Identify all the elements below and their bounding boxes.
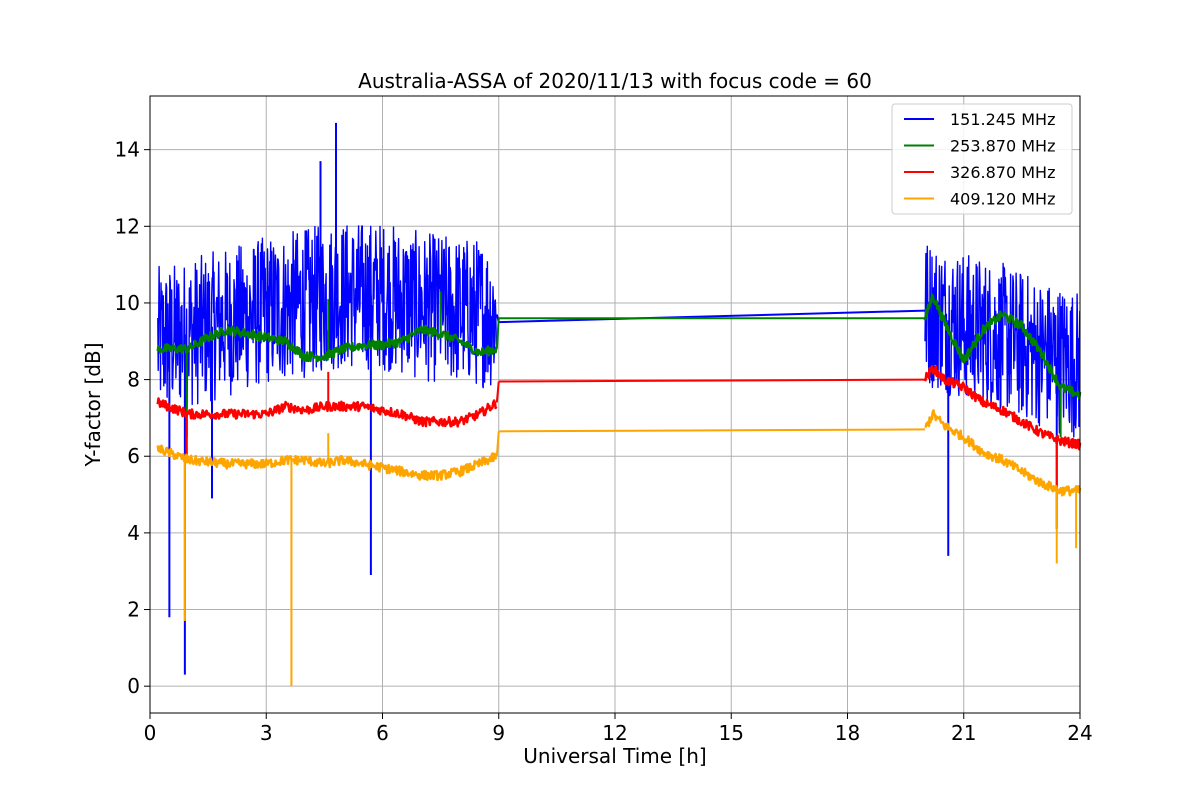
legend-label: 409.120 MHz: [950, 190, 1055, 209]
y-tick-label: 0: [127, 674, 140, 698]
y-tick-label: 4: [127, 521, 140, 545]
series-line: [156, 365, 1082, 451]
series-gap-line: [498, 428, 926, 433]
series-layer: [156, 122, 1082, 687]
series-326-870-MHz: [156, 365, 1082, 487]
x-tick-label: 15: [719, 721, 744, 745]
series-253-870-MHz: [156, 291, 1082, 438]
x-tick-label: 12: [602, 721, 627, 745]
legend-box: [891, 103, 1073, 215]
y-tick-label: 10: [115, 291, 140, 315]
chart-title: Australia-ASSA of 2020/11/13 with focus …: [358, 69, 872, 93]
series-line: [156, 409, 1082, 497]
x-tick-label: 24: [1067, 721, 1092, 745]
y-tick-label: 6: [127, 444, 140, 468]
x-tick-label: 0: [144, 721, 157, 745]
series-409-120-MHz: [156, 409, 1082, 687]
legend-label: 151.245 MHz: [950, 110, 1055, 129]
y-tick-label: 2: [127, 598, 140, 622]
series-step: [495, 318, 500, 349]
y-tick-label: 8: [127, 368, 140, 392]
y-tick-label: 12: [115, 214, 140, 238]
series-line: [156, 293, 1082, 400]
series-step: [495, 381, 500, 403]
y-axis-label: Y-factor [dB]: [81, 342, 105, 467]
x-tick-label: 9: [492, 721, 505, 745]
series-gap-line: [498, 309, 926, 324]
x-tick-label: 3: [260, 721, 273, 745]
y-tick-label: 14: [115, 138, 140, 162]
legend: 151.245 MHz 253.870 MHz 326.870 MHz 409.120…: [891, 103, 1073, 215]
legend-label: 253.870 MHz: [950, 137, 1055, 156]
series-gap-line: [498, 378, 926, 383]
x-tick-label: 6: [376, 721, 389, 745]
x-tick-label: 18: [835, 721, 860, 745]
series-step: [495, 431, 500, 457]
x-axis-label: Universal Time [h]: [523, 744, 706, 768]
legend-label: 326.870 MHz: [950, 163, 1055, 182]
x-tick-label: 21: [951, 721, 976, 745]
